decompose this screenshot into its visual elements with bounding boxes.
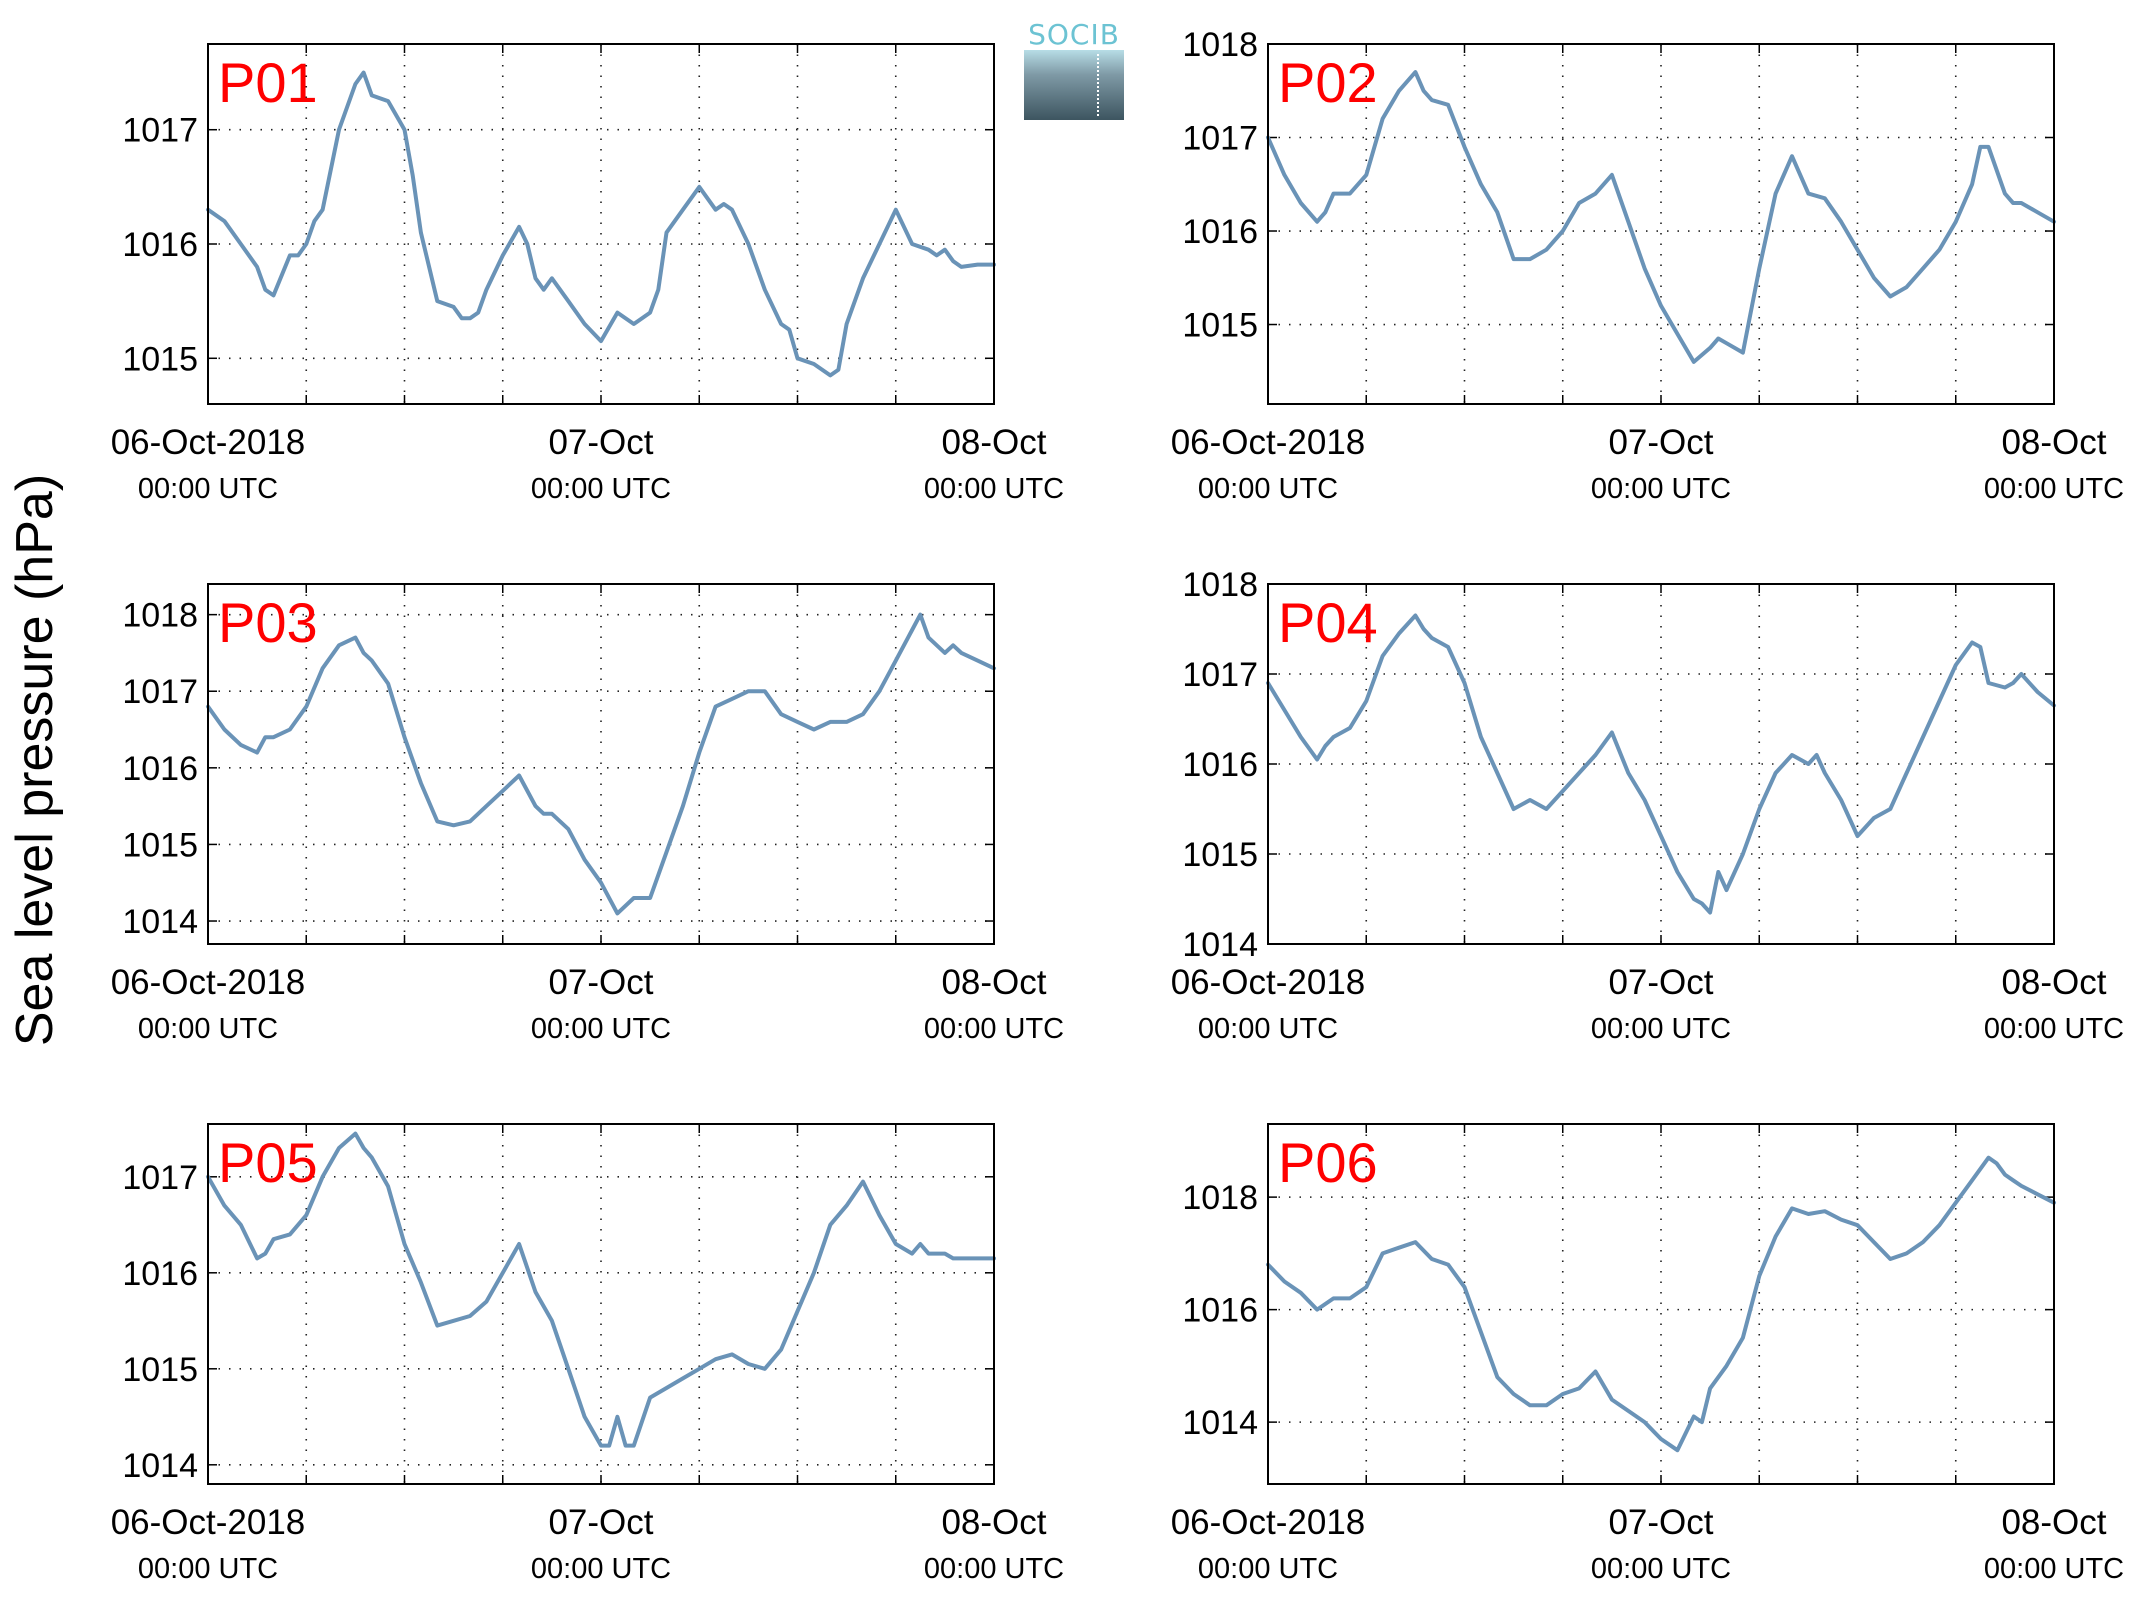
axes-frame: [207, 583, 995, 945]
x-tick-label: 06-Oct-2018: [111, 1503, 306, 1542]
y-tick-label: 1016: [1182, 213, 1258, 251]
x-tick-sublabel: 00:00 UTC: [1984, 473, 2124, 505]
y-tick-label: 1018: [122, 597, 198, 635]
x-tick-sublabel: 00:00 UTC: [1984, 1013, 2124, 1045]
panel-label-p06: P06: [1278, 1131, 1378, 1194]
chart-panel-p03: 1014 1015 1016 1017 1018 06-Oct-2018 00:00 UTC…: [111, 583, 1064, 1045]
x-tick-sublabel: 00:00 UTC: [1198, 1013, 1338, 1045]
y-tick-label: 1015: [122, 826, 198, 864]
x-tick-label: 06-Oct-2018: [1171, 1503, 1366, 1542]
x-tick-sublabel: 00:00 UTC: [531, 473, 671, 505]
x-tick-label: 06-Oct-2018: [111, 423, 306, 462]
x-tick-label: 06-Oct-2018: [111, 963, 306, 1002]
series-line-p06: [1266, 1155, 2056, 1453]
x-tick-label: 06-Oct-2018: [1171, 963, 1366, 1002]
x-tick-label: 08-Oct: [2001, 423, 2106, 462]
y-tick-label: 1015: [122, 340, 198, 378]
x-tick-label: 07-Oct: [548, 963, 653, 1002]
y-tick-label: 1015: [1182, 307, 1258, 345]
x-tick-label: 08-Oct: [2001, 963, 2106, 1002]
x-tick-sublabel: 00:00 UTC: [924, 473, 1064, 505]
x-tick-sublabel: 00:00 UTC: [924, 1553, 1064, 1585]
y-tick-label: 1015: [122, 1351, 198, 1389]
x-tick-label: 07-Oct: [1608, 423, 1713, 462]
y-tick-label: 1015: [1182, 836, 1258, 874]
y-tick-label: 1014: [1182, 1404, 1258, 1442]
y-tick-label: 1016: [122, 1255, 198, 1293]
panel-label-p01: P01: [218, 51, 318, 114]
x-tick-sublabel: 00:00 UTC: [1198, 1553, 1338, 1585]
series-line-p02: [1266, 70, 2056, 364]
axes-frame: [207, 43, 995, 405]
y-tick-label: 1016: [122, 750, 198, 788]
panel-label-p03: P03: [218, 591, 318, 654]
series-line-p05: [206, 1131, 996, 1448]
x-tick-label: 08-Oct: [941, 1503, 1046, 1542]
x-tick-label: 08-Oct: [941, 963, 1046, 1002]
chart-panel-p02: 1015 1016 1017 1018 06-Oct-2018 00:00 UTC 07-O…: [1171, 26, 2124, 505]
chart-panel-p05: 1014 1015 1016 1017 06-Oct-2018 00:00 UTC 07-O…: [111, 1123, 1064, 1585]
x-tick-label: 07-Oct: [548, 423, 653, 462]
x-tick-sublabel: 00:00 UTC: [924, 1013, 1064, 1045]
x-tick-label: 06-Oct-2018: [1171, 423, 1366, 462]
series-line-p03: [206, 612, 996, 916]
y-tick-label: 1016: [122, 226, 198, 264]
x-tick-label: 08-Oct: [2001, 1503, 2106, 1542]
y-tick-label: 1017: [122, 673, 198, 711]
y-axis-label: Sea level pressure (hPa): [6, 474, 64, 1046]
y-tick-label: 1017: [122, 1159, 198, 1197]
socib-logo-mark: [1097, 54, 1099, 116]
axes-frame: [1267, 1123, 2055, 1485]
socib-logo-graphic: [1024, 50, 1124, 120]
y-tick-label: 1017: [1182, 120, 1258, 158]
y-tick-label: 1014: [122, 903, 198, 941]
x-tick-sublabel: 00:00 UTC: [138, 1013, 278, 1045]
x-tick-sublabel: 00:00 UTC: [1591, 473, 1731, 505]
y-tick-label: 1018: [1182, 26, 1258, 64]
x-tick-sublabel: 00:00 UTC: [1198, 473, 1338, 505]
x-tick-label: 07-Oct: [548, 1503, 653, 1542]
x-tick-sublabel: 00:00 UTC: [1591, 1553, 1731, 1585]
series-line-p04: [1266, 613, 2056, 915]
x-tick-label: 07-Oct: [1608, 963, 1713, 1002]
y-tick-label: 1018: [1182, 566, 1258, 604]
x-tick-label: 08-Oct: [941, 423, 1046, 462]
panel-label-p04: P04: [1278, 591, 1378, 654]
axes-frame: [1267, 43, 2055, 405]
panel-label-p02: P02: [1278, 51, 1378, 114]
x-tick-sublabel: 00:00 UTC: [138, 473, 278, 505]
x-tick-label: 07-Oct: [1608, 1503, 1713, 1542]
x-tick-sublabel: 00:00 UTC: [531, 1553, 671, 1585]
x-tick-sublabel: 00:00 UTC: [1984, 1553, 2124, 1585]
y-tick-label: 1016: [1182, 746, 1258, 784]
y-tick-label: 1017: [122, 112, 198, 150]
chart-panel-p06: 1014 1016 1018 06-Oct-2018 00:00 UTC 07-Oct 00…: [1171, 1123, 2124, 1585]
x-tick-sublabel: 00:00 UTC: [1591, 1013, 1731, 1045]
y-tick-label: 1014: [1182, 926, 1258, 964]
axes-frame: [1267, 583, 2055, 945]
panels: 1015 1016 1017 06-Oct-2018 00:00 UTC 07-Oct 00…: [111, 26, 2124, 1585]
y-tick-label: 1017: [1182, 656, 1258, 694]
x-tick-sublabel: 00:00 UTC: [531, 1013, 671, 1045]
series-line-p01: [206, 70, 996, 378]
y-tick-label: 1014: [122, 1447, 198, 1485]
y-tick-label: 1018: [1182, 1179, 1258, 1217]
socib-logo-text: SOCIB: [1028, 18, 1120, 51]
chart-panel-p04: 1014 1015 1016 1017 1018 06-Oct-2018 00:00 UTC…: [1171, 566, 2124, 1045]
y-tick-label: 1016: [1182, 1292, 1258, 1330]
socib-logo: SOCIB: [1024, 18, 1124, 120]
x-tick-sublabel: 00:00 UTC: [138, 1553, 278, 1585]
axes-frame: [207, 1123, 995, 1485]
chart-panel-p01: 1015 1016 1017 06-Oct-2018 00:00 UTC 07-Oct 00…: [111, 43, 1064, 505]
panel-label-p05: P05: [218, 1131, 318, 1194]
